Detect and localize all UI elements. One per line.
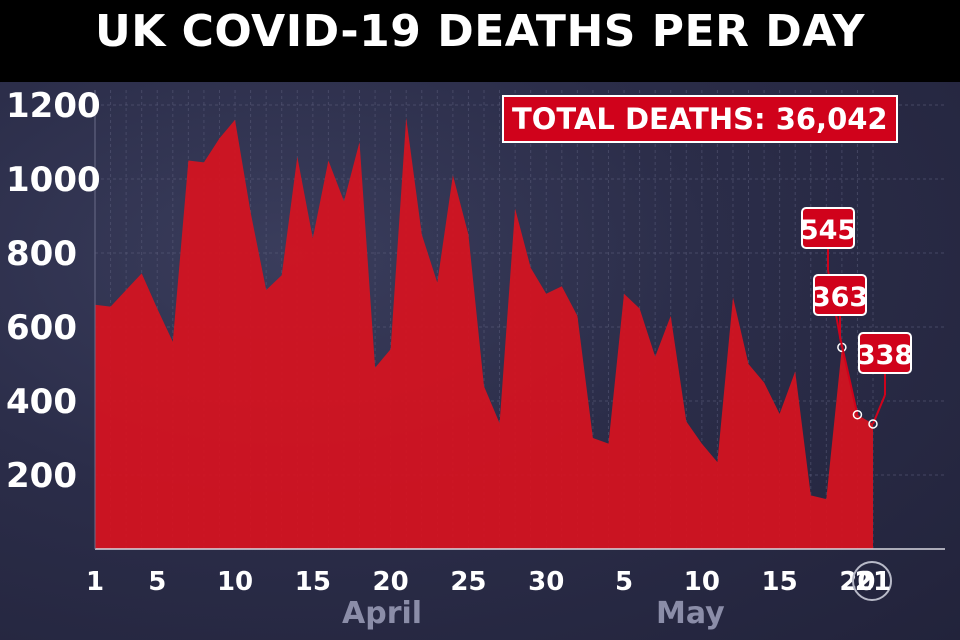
- chart-title: UK COVID-19 DEATHS PER DAY: [94, 6, 866, 57]
- x-tick-label: 5: [615, 567, 633, 597]
- callout-label: 545: [800, 215, 856, 246]
- x-tick-label: 30: [528, 567, 564, 597]
- callout-box: [801, 207, 855, 249]
- x-tick-label: 21: [855, 567, 891, 597]
- month-label-may: May: [656, 596, 725, 631]
- callout-box: [858, 332, 912, 374]
- x-tick-label: 5: [148, 567, 166, 597]
- callout-box: [813, 274, 867, 316]
- callout-leader: [872, 394, 886, 425]
- callout-label: 338: [857, 340, 913, 371]
- month-label-april: April: [342, 596, 423, 631]
- x-tick-label: 25: [450, 567, 486, 597]
- x-tick-label: 10: [684, 567, 720, 597]
- y-tick-label: 1000: [6, 160, 101, 200]
- title-bar: [0, 0, 960, 82]
- callout-point: [852, 409, 863, 420]
- x-tick-label: 15: [762, 567, 798, 597]
- deaths-area: [95, 117, 873, 550]
- y-tick-label: 200: [6, 456, 77, 496]
- x-tick-label: 1: [86, 567, 104, 597]
- callout-label: 363: [812, 282, 868, 313]
- y-tick-label: 800: [6, 234, 77, 274]
- callout-leader: [839, 336, 859, 415]
- y-tick-label: 1200: [6, 86, 101, 126]
- y-tick-label: 600: [6, 308, 77, 348]
- total-deaths-badge: TOTAL DEATHS: 36,042: [502, 95, 898, 143]
- x-tick-label: 10: [217, 567, 253, 597]
- callout-point: [868, 419, 878, 429]
- x-tick-label: 15: [295, 567, 331, 597]
- x-tick-label: 20: [373, 567, 409, 597]
- y-tick-label: 400: [6, 382, 77, 422]
- highlight-ring: [852, 561, 892, 601]
